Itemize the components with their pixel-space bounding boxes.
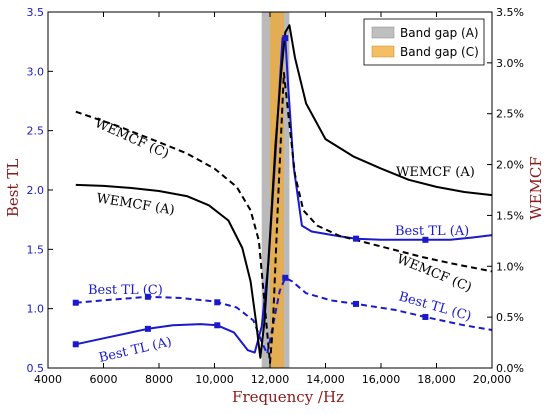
annotation-besttl-c-left: Best TL (C)	[88, 283, 163, 298]
left-tick-label: 0.5	[27, 362, 45, 375]
marker-best-tl-a-1	[144, 325, 151, 332]
left-tick-label: 3.5	[27, 6, 45, 19]
left-tick-label: 1.5	[27, 243, 45, 256]
left-axis-ticks: 0.5 1.0 1.5 2.0 2.5 3.0 3.5	[27, 6, 53, 375]
series-wemcf-c	[75, 72, 493, 364]
marker-best-tl-c-4	[353, 300, 360, 307]
right-tick-label: 1.0%	[496, 260, 524, 273]
annotation-wemcf-a-right: WEMCF (A)	[396, 165, 475, 180]
annotation-besttl-a-right: Best TL (A)	[395, 224, 469, 239]
marker-best-tl-c-5	[422, 313, 429, 320]
right-tick-label: 3.0%	[496, 57, 524, 70]
x-tick-label: 18,000	[417, 373, 456, 386]
left-tick-label: 3.0	[27, 65, 45, 78]
legend-label-band-c: Band gap (C)	[400, 45, 479, 59]
marker-best-tl-a-2	[214, 322, 221, 329]
x-axis-ticks: 4000 6000 8000 10,000 12,000 14,000 16,000 18,0…	[34, 12, 511, 386]
marker-best-tl-a-5	[422, 236, 429, 243]
left-axis-title: Best TL	[4, 159, 22, 217]
series-lines	[72, 24, 493, 364]
annotation-wemcf-c-right: WEMCF (C)	[395, 252, 474, 296]
annotation-wemcf-a-left: WEMCF (A)	[95, 191, 175, 218]
band-gap-c	[270, 12, 284, 368]
right-tick-label: 2.5%	[496, 108, 524, 121]
legend-label-band-a: Band gap (A)	[400, 26, 479, 40]
marker-best-tl-a-4	[353, 235, 360, 242]
x-axis-title: Frequency /Hz	[232, 388, 344, 406]
marker-best-tl-c-1	[144, 293, 151, 300]
right-tick-label: 0.0%	[496, 362, 524, 375]
right-axis-title: WEMCF	[527, 156, 545, 220]
left-tick-label: 2.5	[27, 125, 45, 138]
x-tick-label: 14,000	[306, 373, 345, 386]
x-tick-label: 20,000	[473, 373, 512, 386]
left-tick-label: 2.0	[27, 184, 45, 197]
x-tick-label: 10,000	[195, 373, 234, 386]
marker-best-tl-a-3	[282, 35, 289, 42]
right-tick-label: 1.5%	[496, 209, 524, 222]
marker-best-tl-c-3	[282, 274, 289, 281]
x-tick-label: 12,000	[251, 373, 290, 386]
x-tick-label: 16,000	[362, 373, 401, 386]
legend-swatch-band-a	[371, 26, 395, 39]
marker-best-tl-c-0	[72, 299, 79, 306]
legend-swatch-band-c	[371, 45, 395, 58]
series-best-tl-c	[75, 276, 493, 355]
series-wemcf-a	[75, 24, 493, 359]
marker-best-tl-a-0	[72, 341, 79, 348]
right-axis-ticks: 0.0% 0.5% 1.0% 1.5% 2.0% 2.5% 3.0% 3.5%	[487, 6, 524, 375]
right-tick-label: 0.5%	[496, 311, 524, 324]
x-tick-label: 4000	[34, 373, 62, 386]
annotation-wemcf-c-left: WEMCF (C)	[92, 116, 171, 162]
marker-best-tl-c-2	[214, 299, 221, 306]
x-tick-label: 6000	[90, 373, 118, 386]
legend: Band gap (A) Band gap (C)	[363, 18, 485, 66]
left-tick-label: 1.0	[27, 303, 45, 316]
right-tick-label: 2.0%	[496, 159, 524, 172]
legend-box	[363, 18, 485, 66]
annotation-besttl-a-left: Best TL (A)	[98, 335, 174, 366]
x-tick-label: 8000	[145, 373, 173, 386]
right-tick-label: 3.5%	[496, 6, 524, 19]
